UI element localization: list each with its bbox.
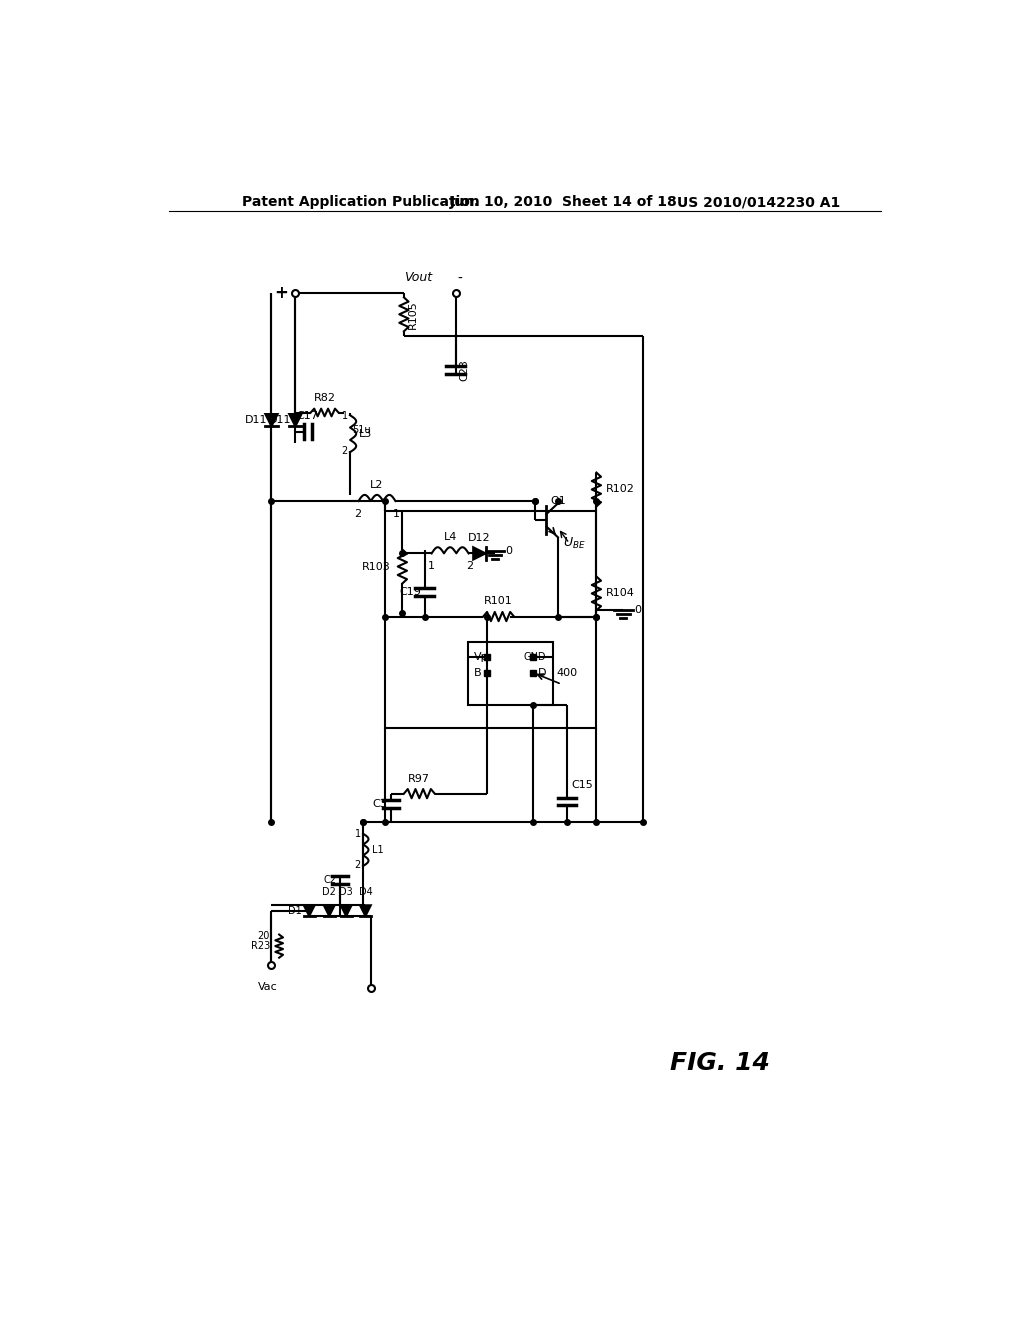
Text: 51u: 51u: [352, 425, 371, 434]
Text: GND: GND: [524, 652, 547, 663]
Text: 1: 1: [354, 829, 360, 840]
Text: R103: R103: [362, 561, 391, 572]
Text: 0: 0: [506, 546, 513, 556]
Text: +: +: [273, 284, 288, 302]
Text: B: B: [474, 668, 481, 677]
Text: L3: L3: [359, 429, 373, 438]
Polygon shape: [473, 548, 485, 560]
Text: 1: 1: [342, 412, 348, 421]
Polygon shape: [341, 906, 351, 916]
Polygon shape: [360, 906, 371, 916]
Polygon shape: [289, 414, 301, 426]
Polygon shape: [304, 906, 314, 916]
Text: C2: C2: [324, 875, 336, 884]
Text: D1: D1: [288, 906, 301, 916]
Polygon shape: [324, 906, 335, 916]
Text: C3: C3: [372, 799, 387, 809]
Text: 2: 2: [466, 561, 473, 572]
Text: Q1: Q1: [550, 496, 566, 507]
Text: R82: R82: [313, 393, 336, 404]
Text: R23: R23: [251, 941, 270, 952]
Text: Vp: Vp: [474, 652, 488, 663]
Text: 400: 400: [556, 668, 578, 677]
Text: C23: C23: [460, 359, 469, 381]
Text: D12: D12: [468, 533, 490, 544]
Text: 2: 2: [354, 508, 361, 519]
Text: 1: 1: [393, 508, 399, 519]
Bar: [385, 511, 596, 729]
Polygon shape: [265, 414, 278, 426]
Text: 1: 1: [427, 561, 434, 572]
Text: 2: 2: [354, 861, 360, 870]
Text: C15: C15: [571, 780, 593, 789]
Text: 2: 2: [341, 446, 348, 455]
Bar: [468, 642, 553, 705]
Text: D2: D2: [323, 887, 336, 896]
Text: FIG. 14: FIG. 14: [670, 1051, 769, 1076]
Text: -: -: [458, 272, 463, 285]
Text: 20: 20: [258, 931, 270, 941]
Text: Jun. 10, 2010  Sheet 14 of 18: Jun. 10, 2010 Sheet 14 of 18: [451, 195, 678, 210]
Text: R104: R104: [605, 589, 635, 598]
Text: Vout: Vout: [404, 271, 432, 284]
Text: L2: L2: [371, 479, 384, 490]
Text: C17: C17: [297, 411, 318, 421]
Text: R97: R97: [409, 775, 430, 784]
Text: US 2010/0142230 A1: US 2010/0142230 A1: [677, 195, 841, 210]
Text: $U_{BE}$: $U_{BE}$: [563, 536, 586, 550]
Text: Vac: Vac: [258, 982, 278, 993]
Text: Patent Application Publication: Patent Application Publication: [243, 195, 480, 210]
Text: D11: D11: [245, 416, 267, 425]
Text: L4: L4: [443, 532, 457, 543]
Text: C19: C19: [399, 587, 421, 597]
Text: D11: D11: [269, 416, 292, 425]
Text: D: D: [538, 668, 547, 677]
Text: D3: D3: [339, 887, 353, 896]
Text: 0: 0: [634, 606, 641, 615]
Text: D4: D4: [358, 887, 373, 896]
Text: R102: R102: [605, 484, 635, 495]
Text: L1: L1: [373, 845, 384, 855]
Text: R101: R101: [484, 595, 513, 606]
Text: R105: R105: [408, 300, 418, 329]
